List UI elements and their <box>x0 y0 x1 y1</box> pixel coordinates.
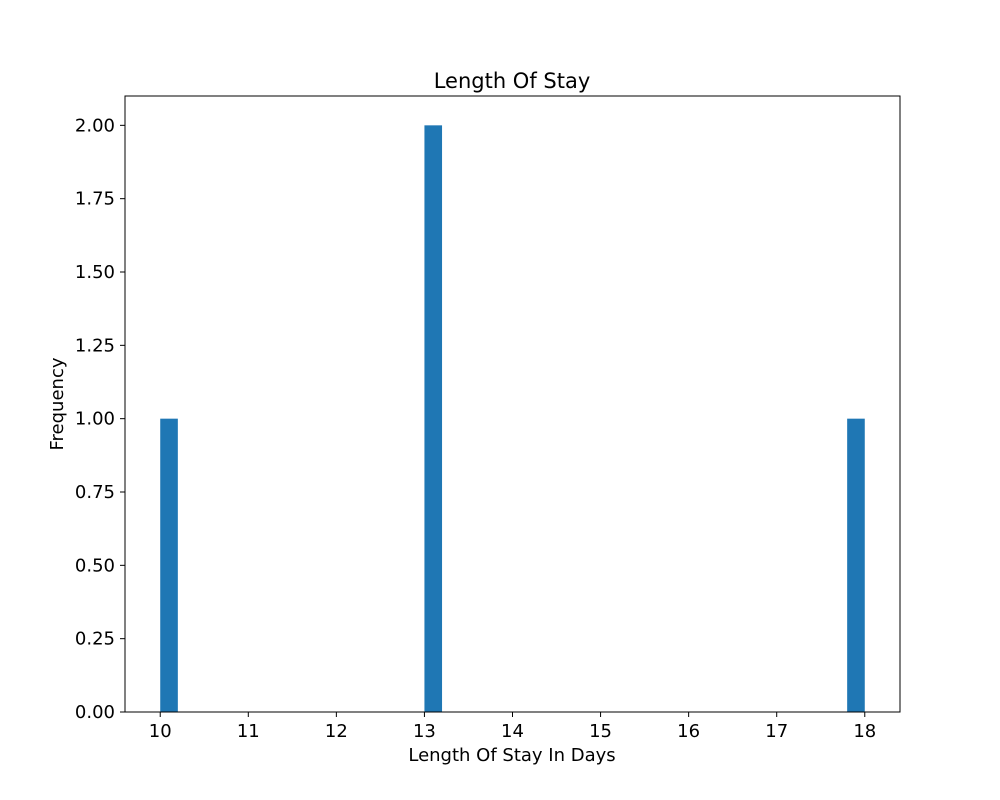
y-tick-label: 2.00 <box>75 115 115 136</box>
x-tick-label: 15 <box>589 721 612 742</box>
y-tick-label: 0.50 <box>75 555 115 576</box>
x-tick-label: 13 <box>413 721 436 742</box>
y-tick-label: 0.75 <box>75 482 115 503</box>
y-tick-label: 1.25 <box>75 335 115 356</box>
x-tick-label: 10 <box>149 721 172 742</box>
histogram-bar-0 <box>160 418 178 712</box>
y-axis-ticks: 0.00 0.25 0.50 0.75 1.00 1.25 1.50 1.75 2.00 <box>75 115 125 723</box>
x-axis-label: Length Of Stay In Days <box>408 745 615 766</box>
y-axis-label: Frequency <box>47 357 68 450</box>
plot-area-frame <box>124 95 901 713</box>
chart-title: Length Of Stay <box>434 69 591 93</box>
x-tick-label: 11 <box>237 721 260 742</box>
y-tick-label: 1.75 <box>75 189 115 210</box>
y-tick-label: 1.00 <box>75 409 115 430</box>
x-tick-label: 14 <box>501 721 524 742</box>
y-tick-label: 1.50 <box>75 262 115 283</box>
y-tick-label: 0.25 <box>75 629 115 650</box>
x-tick-label: 18 <box>853 721 876 742</box>
x-axis-ticks: 10 11 12 13 14 15 16 17 18 <box>149 712 876 742</box>
histogram-bar-2 <box>847 418 865 712</box>
y-tick-label: 0.00 <box>75 702 115 723</box>
bars-group <box>160 125 865 713</box>
x-tick-label: 17 <box>765 721 788 742</box>
x-tick-label: 16 <box>677 721 700 742</box>
histogram-bar-1 <box>424 125 443 713</box>
x-tick-label: 12 <box>325 721 348 742</box>
